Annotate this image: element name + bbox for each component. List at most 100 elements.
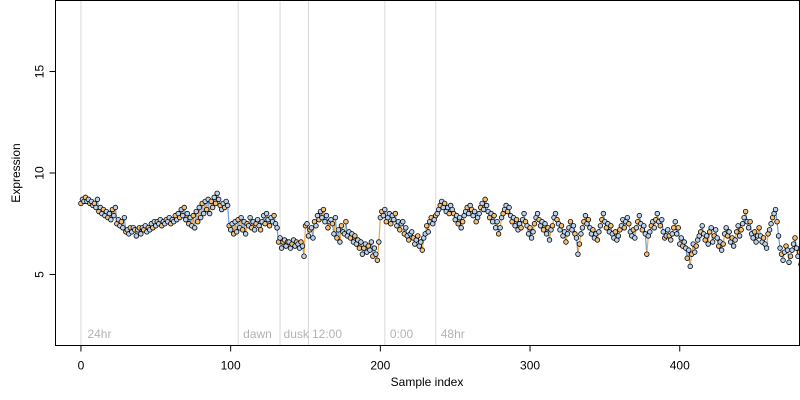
data-point [108, 216, 114, 223]
data-point [215, 196, 222, 203]
data-point [669, 231, 675, 237]
data-point [374, 257, 381, 263]
series-line-segment [646, 235, 649, 255]
data-point [750, 235, 756, 241]
x-tick-label-3: 300 [520, 359, 540, 373]
data-point [310, 235, 316, 241]
data-point [671, 225, 677, 231]
data-point [442, 200, 448, 207]
data-point [738, 227, 744, 233]
data-point [723, 225, 729, 231]
data-point [747, 219, 753, 225]
data-point [527, 225, 533, 231]
data-point [739, 221, 746, 227]
data-point [206, 210, 213, 217]
data-point [181, 204, 187, 211]
data-point [192, 225, 198, 231]
data-point [789, 247, 795, 253]
data-point [641, 223, 647, 229]
data-point [784, 247, 791, 253]
data-point [735, 223, 741, 229]
data-point [528, 235, 535, 241]
data-point [112, 204, 119, 211]
data-point [760, 235, 767, 241]
data-point [320, 206, 327, 213]
data-point [106, 210, 113, 217]
data-point [93, 204, 99, 211]
data-point [558, 223, 565, 229]
data-point [672, 219, 678, 225]
data-point [491, 212, 497, 219]
data-point [322, 219, 328, 225]
data-point [480, 206, 487, 213]
data-point [476, 210, 482, 217]
data-point [304, 221, 310, 227]
data-point [681, 239, 687, 245]
data-point [674, 231, 680, 237]
data-point [570, 223, 577, 229]
data-point [756, 225, 762, 231]
data-point [597, 223, 604, 229]
data-point [465, 210, 472, 217]
data-point [368, 239, 375, 245]
segment-label-3: 12:00 [312, 327, 342, 341]
data-point [793, 245, 800, 251]
data-point [573, 235, 580, 241]
data-point [329, 221, 336, 227]
data-point [376, 239, 382, 245]
series-line-segment [339, 225, 343, 243]
y-tick-label-2: 15 [33, 65, 47, 79]
data-point [266, 223, 273, 229]
data-point [446, 210, 452, 217]
data-point [121, 214, 128, 221]
data-point [615, 233, 622, 239]
data-point [777, 245, 783, 251]
data-point [660, 229, 666, 235]
data-point [400, 219, 406, 225]
data-point [403, 225, 409, 231]
data-point [531, 221, 538, 227]
data-point [227, 227, 234, 233]
segment-label-2: dusk [284, 327, 310, 341]
x-axis: 0 100 200 300 400 [78, 345, 690, 373]
x-tick-label-1: 100 [221, 359, 241, 373]
data-point [792, 235, 798, 241]
data-point [657, 223, 663, 229]
data-point [257, 227, 264, 233]
series-line-segment [376, 241, 380, 261]
data-point [334, 235, 340, 241]
data-point [456, 214, 463, 221]
data-point [494, 219, 500, 225]
data-point [263, 210, 270, 217]
data-point [579, 225, 586, 231]
plot-frame [55, 0, 800, 346]
data-point [409, 229, 415, 235]
series-line-segment [334, 217, 338, 238]
data-point [392, 210, 399, 217]
data-point [277, 235, 283, 241]
data-point [419, 247, 425, 253]
data-point [720, 241, 726, 247]
data-point [406, 237, 412, 243]
series-line-segment [575, 237, 579, 255]
data-point [703, 233, 710, 239]
data-point [211, 194, 217, 201]
data-point [482, 196, 488, 203]
data-point [214, 190, 220, 196]
data-point [582, 212, 589, 219]
data-point [196, 204, 202, 211]
data-point [786, 259, 792, 265]
data-point [271, 212, 277, 219]
data-point [184, 210, 190, 217]
data-point [687, 263, 693, 270]
data-point [233, 229, 240, 235]
series-points [78, 190, 800, 270]
data-point [338, 223, 345, 229]
data-point [732, 237, 738, 243]
data-point [203, 206, 210, 213]
series-line-segment [378, 217, 381, 243]
data-point [418, 239, 424, 245]
x-tick-label-4: 400 [670, 359, 690, 373]
data-point [332, 214, 339, 221]
